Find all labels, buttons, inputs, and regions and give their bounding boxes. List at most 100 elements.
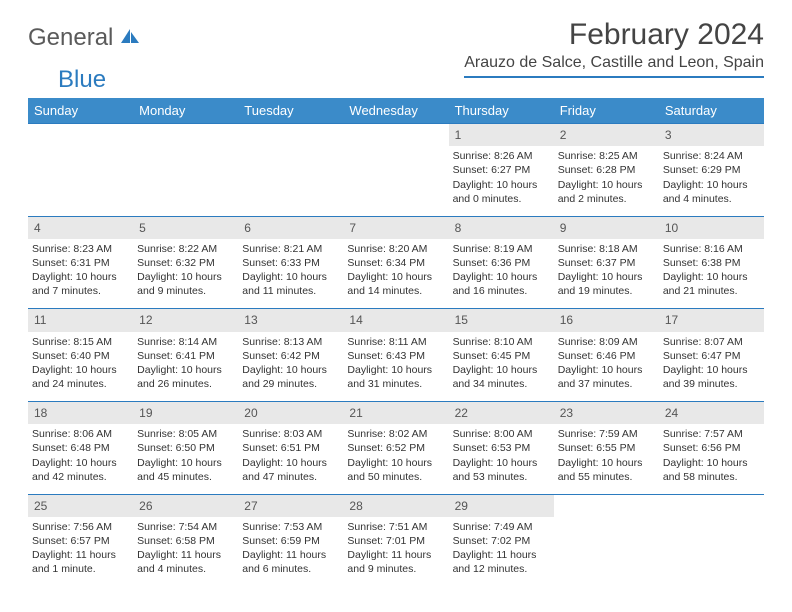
calendar-table: Sunday Monday Tuesday Wednesday Thursday… xyxy=(28,98,764,587)
day-number: 2 xyxy=(554,124,659,147)
daylight-text: Daylight: 10 hours xyxy=(32,270,129,284)
daylight-text-2: and 9 minutes. xyxy=(347,562,444,576)
day-cell xyxy=(659,517,764,587)
sunset-text: Sunset: 6:29 PM xyxy=(663,163,760,177)
day-number: 7 xyxy=(343,216,448,239)
day-number-row: 2526272829 xyxy=(28,494,764,517)
daylight-text: Daylight: 10 hours xyxy=(663,363,760,377)
daylight-text: Daylight: 10 hours xyxy=(663,270,760,284)
day-cell: Sunrise: 8:18 AMSunset: 6:37 PMDaylight:… xyxy=(554,239,659,309)
sunset-text: Sunset: 6:28 PM xyxy=(558,163,655,177)
day-number xyxy=(554,494,659,517)
daylight-text-2: and 11 minutes. xyxy=(242,284,339,298)
sunrise-text: Sunrise: 7:54 AM xyxy=(137,520,234,534)
daylight-text-2: and 47 minutes. xyxy=(242,470,339,484)
daylight-text: Daylight: 10 hours xyxy=(453,363,550,377)
day-cell: Sunrise: 7:59 AMSunset: 6:55 PMDaylight:… xyxy=(554,424,659,494)
daylight-text-2: and 14 minutes. xyxy=(347,284,444,298)
daylight-text-2: and 53 minutes. xyxy=(453,470,550,484)
day-cell: Sunrise: 8:09 AMSunset: 6:46 PMDaylight:… xyxy=(554,332,659,402)
day-cell: Sunrise: 8:02 AMSunset: 6:52 PMDaylight:… xyxy=(343,424,448,494)
day-number: 19 xyxy=(133,402,238,425)
sunrise-text: Sunrise: 7:51 AM xyxy=(347,520,444,534)
day-cell: Sunrise: 7:57 AMSunset: 6:56 PMDaylight:… xyxy=(659,424,764,494)
day-cell: Sunrise: 8:22 AMSunset: 6:32 PMDaylight:… xyxy=(133,239,238,309)
day-cell: Sunrise: 8:24 AMSunset: 6:29 PMDaylight:… xyxy=(659,146,764,216)
daylight-text: Daylight: 10 hours xyxy=(453,178,550,192)
sunrise-text: Sunrise: 8:05 AM xyxy=(137,427,234,441)
day-number xyxy=(659,494,764,517)
sunrise-text: Sunrise: 8:26 AM xyxy=(453,149,550,163)
sunrise-text: Sunrise: 8:03 AM xyxy=(242,427,339,441)
daylight-text-2: and 39 minutes. xyxy=(663,377,760,391)
day-cell: Sunrise: 8:14 AMSunset: 6:41 PMDaylight:… xyxy=(133,332,238,402)
sunset-text: Sunset: 6:31 PM xyxy=(32,256,129,270)
sunrise-text: Sunrise: 8:23 AM xyxy=(32,242,129,256)
sunrise-text: Sunrise: 8:24 AM xyxy=(663,149,760,163)
daylight-text-2: and 58 minutes. xyxy=(663,470,760,484)
daylight-text: Daylight: 10 hours xyxy=(137,456,234,470)
day-cell xyxy=(343,146,448,216)
sunset-text: Sunset: 6:56 PM xyxy=(663,441,760,455)
daylight-text: Daylight: 10 hours xyxy=(242,456,339,470)
day-cell: Sunrise: 8:11 AMSunset: 6:43 PMDaylight:… xyxy=(343,332,448,402)
daylight-text-2: and 16 minutes. xyxy=(453,284,550,298)
day-number: 8 xyxy=(449,216,554,239)
day-number: 10 xyxy=(659,216,764,239)
weekday-header: Tuesday xyxy=(238,98,343,124)
daylight-text-2: and 4 minutes. xyxy=(663,192,760,206)
sunset-text: Sunset: 6:42 PM xyxy=(242,349,339,363)
day-cell: Sunrise: 8:03 AMSunset: 6:51 PMDaylight:… xyxy=(238,424,343,494)
day-number: 13 xyxy=(238,309,343,332)
sunset-text: Sunset: 6:59 PM xyxy=(242,534,339,548)
day-number-row: 18192021222324 xyxy=(28,402,764,425)
daylight-text-2: and 21 minutes. xyxy=(663,284,760,298)
daylight-text: Daylight: 10 hours xyxy=(137,270,234,284)
sunrise-text: Sunrise: 7:57 AM xyxy=(663,427,760,441)
logo-text-general: General xyxy=(28,24,113,52)
day-number: 18 xyxy=(28,402,133,425)
sunset-text: Sunset: 6:53 PM xyxy=(453,441,550,455)
day-details-row: Sunrise: 8:15 AMSunset: 6:40 PMDaylight:… xyxy=(28,332,764,402)
sunrise-text: Sunrise: 8:11 AM xyxy=(347,335,444,349)
sunset-text: Sunset: 6:27 PM xyxy=(453,163,550,177)
day-number: 12 xyxy=(133,309,238,332)
sunrise-text: Sunrise: 8:00 AM xyxy=(453,427,550,441)
weekday-header: Monday xyxy=(133,98,238,124)
day-cell: Sunrise: 8:10 AMSunset: 6:45 PMDaylight:… xyxy=(449,332,554,402)
daylight-text: Daylight: 10 hours xyxy=(242,270,339,284)
daylight-text: Daylight: 10 hours xyxy=(663,178,760,192)
sunset-text: Sunset: 6:34 PM xyxy=(347,256,444,270)
sunrise-text: Sunrise: 8:15 AM xyxy=(32,335,129,349)
daylight-text: Daylight: 11 hours xyxy=(242,548,339,562)
sunset-text: Sunset: 7:02 PM xyxy=(453,534,550,548)
day-cell xyxy=(554,517,659,587)
daylight-text: Daylight: 10 hours xyxy=(137,363,234,377)
sunrise-text: Sunrise: 7:59 AM xyxy=(558,427,655,441)
day-number: 21 xyxy=(343,402,448,425)
sunset-text: Sunset: 6:41 PM xyxy=(137,349,234,363)
day-number xyxy=(238,124,343,147)
logo-sail-icon xyxy=(117,26,141,51)
day-number: 16 xyxy=(554,309,659,332)
sunset-text: Sunset: 6:38 PM xyxy=(663,256,760,270)
day-cell xyxy=(28,146,133,216)
day-number-row: 45678910 xyxy=(28,216,764,239)
day-number xyxy=(133,124,238,147)
sunset-text: Sunset: 6:51 PM xyxy=(242,441,339,455)
sunset-text: Sunset: 6:57 PM xyxy=(32,534,129,548)
daylight-text: Daylight: 11 hours xyxy=(453,548,550,562)
daylight-text: Daylight: 11 hours xyxy=(137,548,234,562)
logo: General xyxy=(28,18,143,52)
day-number: 25 xyxy=(28,494,133,517)
day-cell xyxy=(133,146,238,216)
sunrise-text: Sunrise: 8:20 AM xyxy=(347,242,444,256)
weekday-header: Friday xyxy=(554,98,659,124)
day-cell: Sunrise: 7:53 AMSunset: 6:59 PMDaylight:… xyxy=(238,517,343,587)
daylight-text: Daylight: 10 hours xyxy=(558,270,655,284)
daylight-text: Daylight: 10 hours xyxy=(32,363,129,377)
daylight-text-2: and 4 minutes. xyxy=(137,562,234,576)
day-number: 27 xyxy=(238,494,343,517)
daylight-text: Daylight: 10 hours xyxy=(242,363,339,377)
day-number: 17 xyxy=(659,309,764,332)
